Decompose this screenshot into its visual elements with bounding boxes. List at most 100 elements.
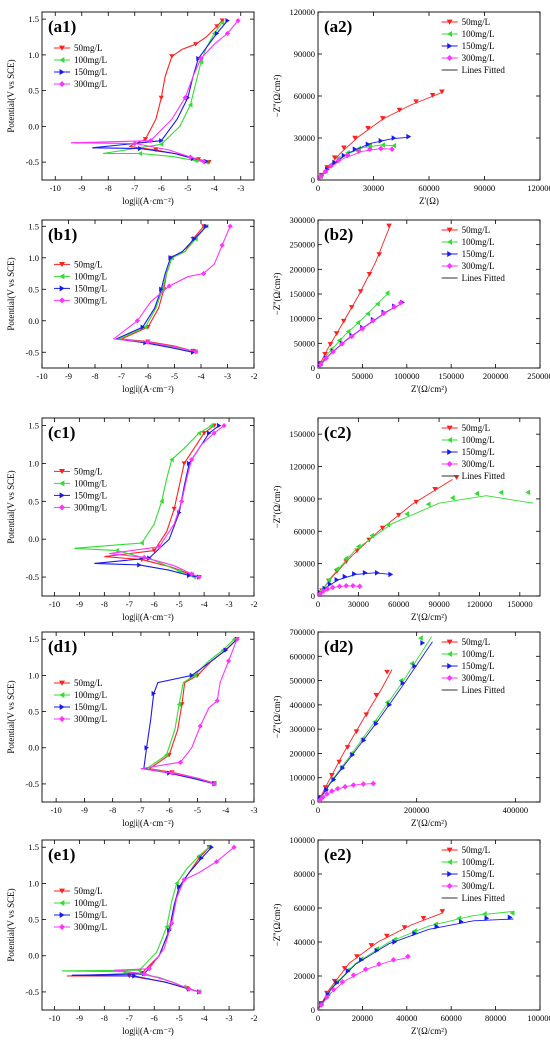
data-layer [318,909,515,1010]
data-layer [61,844,237,995]
plot-frame [41,839,255,1011]
chart-panel-b1: -10 -9 -8 -7 -6 -5 -4 -3 -2 -0.5 0.0 0.5 1.0 1.5 log|i… [6,219,258,394]
data-point [341,145,347,151]
y-tick-label: -0.5 [26,779,39,789]
legend: 50mg/L 100mg/L 150mg/L 300mg/L [54,259,107,305]
data-point [525,489,531,496]
y-tick-label: 1.5 [28,634,39,644]
legend-entry: 300mg/L [462,673,495,683]
data-point [169,457,174,463]
data-point [365,125,371,131]
x-tick-label: -10 [36,371,47,381]
x-axis-label: log|i|(A·cm⁻²) [122,818,174,828]
fitted-line-100mg/L [318,910,514,1010]
data-point [339,979,346,985]
legend-entry: Lines Fitted [462,893,506,903]
panel-label: (b2) [324,225,353,244]
data-point [334,980,340,986]
legend: 50mg/L 100mg/L 150mg/L 300mg/L [54,678,107,724]
cathodic-curve-300mg/L [113,338,196,353]
data-point [400,680,406,686]
data-point [225,17,230,24]
data-point [196,574,202,580]
anodic-curve-100mg/L [74,425,212,549]
legend-marker [59,504,65,511]
x-tick-label: -3 [237,183,244,193]
chart-panel-a2: 0 30000 60000 90000 120000 0 30000 60000 90000 12… [272,7,550,206]
data-point [361,737,367,744]
x-tick-label: -10 [50,183,61,193]
data-point [331,155,338,161]
x-tick-label: -3 [250,805,257,815]
legend-entry: 50mg/L [74,43,103,53]
legend-marker [59,469,65,475]
legend-marker [59,285,65,292]
x-axis-label: log|i|(A·cm⁻²) [122,196,174,206]
data-point [355,148,362,155]
data-point [224,30,231,37]
data-point [348,333,355,340]
y-axis-label: Potential(V vs SCE) [6,470,16,543]
y-tick-label: 1.0 [28,50,39,60]
x-tick-label: -6 [158,183,165,193]
data-point [354,954,360,959]
x-tick-label: -4 [201,599,209,609]
data-point [391,135,397,141]
anodic-curve-100mg/L [146,638,235,770]
y-tick-label: 0.5 [28,284,39,294]
data-point [359,325,366,332]
y-tick-label: 60000 [294,91,315,101]
data-point [146,966,152,972]
panel-label: (d2) [324,637,353,656]
data-point [177,759,184,765]
fitted-line-150mg/L [318,918,514,1010]
data-point [406,133,412,140]
legend: 50mg/L 100mg/L 150mg/L 300mg/L Lines Fitted [441,17,505,75]
x-tick-label: -9 [76,599,83,609]
data-point [214,24,220,29]
legend-entry: Lines Fitted [462,685,506,695]
y-tick-label: -0.5 [26,987,39,997]
y-tick-label: 30000 [294,559,315,569]
data-point [434,923,440,930]
data-point [334,577,340,583]
legend-entry: 150mg/L [462,249,495,259]
legend-entry: 100mg/L [462,857,495,867]
data-point [380,142,385,148]
data-point [196,430,202,436]
data-point [171,506,177,512]
y-tick-label: 90000 [294,49,315,59]
y-tick-label: 0 [311,591,315,601]
data-point [357,289,364,295]
data-point [356,583,363,590]
y-tick-label: 1.5 [28,421,39,431]
plot-frame [41,11,255,181]
y-tick-label: 0.0 [28,743,39,753]
data-point [344,152,351,159]
x-tick-label: -6 [144,371,151,381]
data-point [188,102,193,108]
data-point [413,99,419,105]
data-point [192,236,197,242]
data-point [439,89,445,95]
data-point [176,701,182,707]
legend-marker [446,859,453,865]
data-point [187,460,192,467]
data-point [412,928,417,934]
x-tick-label: -8 [101,1013,108,1023]
data-point [365,310,370,317]
legend-entry: 50mg/L [74,466,103,476]
data-point [392,939,398,945]
y-tick-label: 400000 [290,700,316,710]
legend-entry: 50mg/L [462,845,491,855]
data-point [139,540,144,546]
anodic-curve-150mg/L [115,225,207,340]
data-point [412,930,418,937]
legend-entry: 300mg/L [74,502,107,512]
y-tick-label: 0.5 [28,707,39,717]
legend-entry: 150mg/L [462,41,495,51]
data-point [378,138,384,144]
cathodic-curve-150mg/L [94,562,200,578]
x-tick-label: -5 [171,371,178,381]
